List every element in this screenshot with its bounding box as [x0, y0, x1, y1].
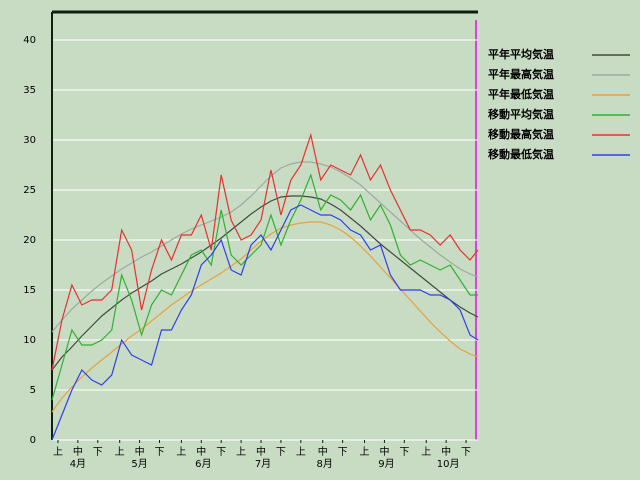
y-tick-label: 20	[23, 235, 36, 246]
month-label: 4月	[70, 458, 86, 470]
x-tick-label: 下	[461, 447, 471, 458]
x-tick-label: 中	[256, 445, 266, 458]
series-line	[51, 204, 479, 441]
y-tick-label: 15	[23, 285, 36, 296]
x-tick-label: 上	[296, 446, 306, 458]
series-line	[51, 173, 478, 401]
x-tick-label: 上	[236, 446, 246, 458]
x-tick-label: 下	[93, 447, 103, 458]
legend-label: 平年平均気温	[488, 47, 554, 61]
legend-label: 平年最高気温	[488, 67, 554, 81]
month-label: 6月	[195, 458, 211, 470]
month-label: 7月	[255, 458, 271, 470]
series-line	[51, 221, 479, 413]
x-tick-label: 中	[73, 445, 83, 458]
legend-label: 移動最低気温	[488, 147, 554, 161]
x-tick-label: 下	[154, 447, 164, 458]
x-tick-label: 下	[216, 447, 226, 458]
x-tick-label: 中	[318, 445, 328, 458]
series-line	[51, 195, 479, 371]
month-label: 5月	[131, 458, 147, 470]
month-label: 10月	[437, 458, 460, 470]
x-tick-label: 上	[176, 446, 186, 458]
x-tick-label: 上	[360, 446, 370, 458]
legend-label: 移動平均気温	[488, 107, 554, 121]
x-tick-label: 中	[196, 445, 206, 458]
legend-label: 平年最低気温	[488, 87, 554, 101]
series-line	[51, 132, 479, 371]
legend-label: 移動最高気温	[488, 127, 554, 141]
x-tick-label: 中	[441, 445, 451, 458]
x-tick-label: 上	[421, 446, 431, 458]
month-label: 9月	[378, 458, 394, 470]
y-tick-label: 30	[23, 135, 36, 146]
y-tick-label: 25	[23, 185, 36, 196]
x-tick-label: 上	[115, 446, 125, 458]
y-tick-label: 40	[23, 35, 36, 46]
x-tick-label: 上	[53, 446, 63, 458]
series-line	[51, 161, 479, 333]
y-tick-label: 10	[23, 335, 36, 346]
month-label: 8月	[317, 458, 333, 470]
x-tick-label: 下	[338, 447, 348, 458]
y-tick-label: 5	[30, 385, 36, 396]
x-tick-label: 中	[135, 445, 145, 458]
y-tick-label: 0	[30, 435, 36, 446]
x-tick-label: 中	[379, 445, 389, 458]
x-tick-label: 下	[399, 447, 409, 458]
x-tick-label: 下	[276, 447, 286, 458]
y-tick-label: 35	[23, 85, 36, 96]
